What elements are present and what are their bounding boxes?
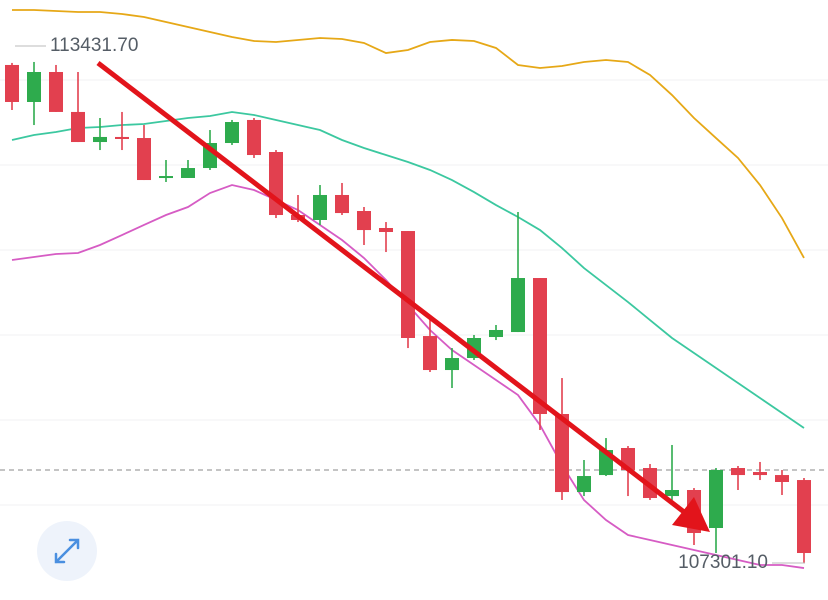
plot: 113431.70 107301.10 [0, 9, 828, 573]
candle-body [533, 278, 547, 415]
candle-body [379, 228, 393, 233]
candle-body [313, 194, 327, 220]
annotation-label: 107301.10 [678, 552, 768, 573]
candle-body [709, 469, 723, 529]
candle-body [489, 329, 503, 338]
candle-body [27, 71, 41, 102]
candle-body [423, 336, 437, 371]
candle-body [665, 490, 679, 497]
candle-body [731, 468, 745, 476]
candle-body [71, 111, 85, 143]
candle-body [159, 176, 173, 179]
candle-body [247, 119, 261, 156]
candle-body [5, 64, 19, 102]
candle-body [335, 194, 349, 214]
candle-body [181, 168, 195, 178]
candle-body [797, 480, 811, 554]
candle-body [357, 211, 371, 231]
candle-body [225, 122, 239, 144]
annotation-label: 113431.70 [50, 35, 138, 56]
band-line [12, 9, 805, 259]
candle-body [115, 136, 129, 140]
candle-body [511, 278, 525, 333]
candle-body [577, 476, 591, 493]
candle-body [445, 358, 459, 371]
candle-body [401, 231, 415, 339]
candle-body [753, 472, 767, 476]
candle-body [93, 136, 107, 143]
candle-body [137, 138, 151, 181]
band-line [11, 111, 805, 429]
candle-body [775, 475, 789, 482]
expand-button[interactable] [37, 521, 97, 581]
candle-body [49, 71, 63, 112]
trend-arrow [96, 61, 710, 532]
candle-body [555, 414, 569, 493]
